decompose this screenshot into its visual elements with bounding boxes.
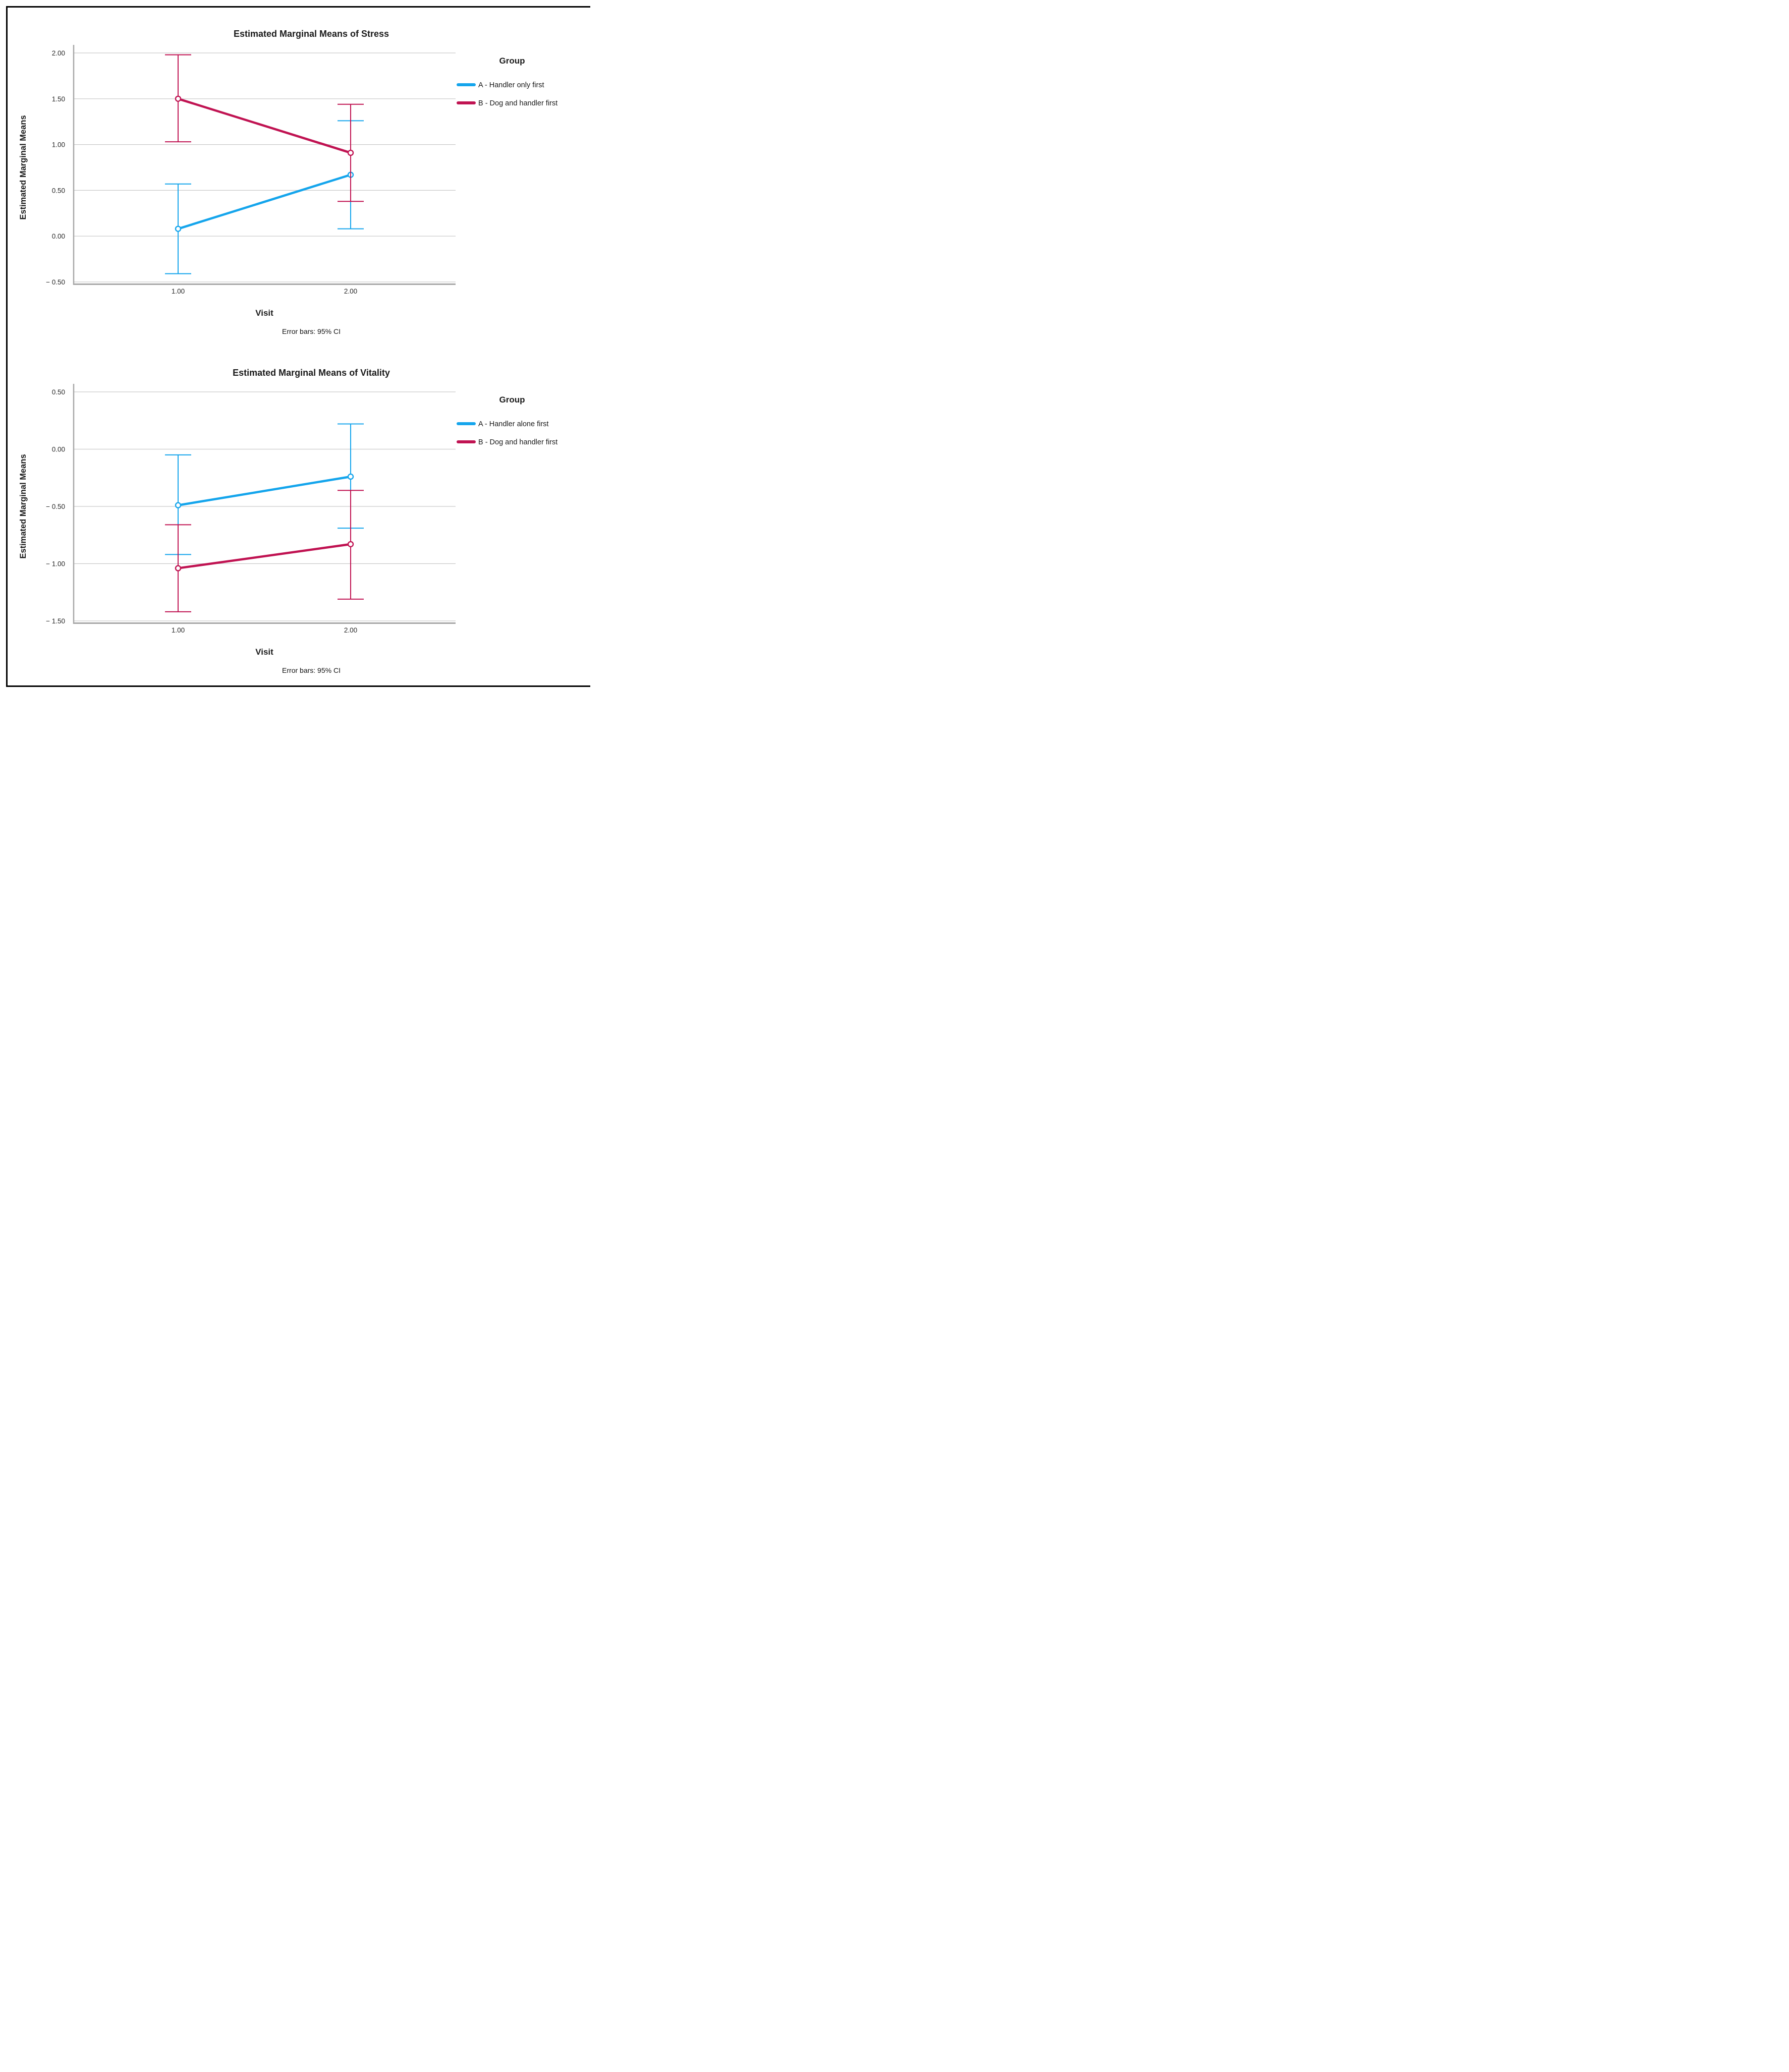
x-tick-label: 2.00 xyxy=(344,287,357,295)
series-line xyxy=(177,97,352,154)
x-tick-label: 2.00 xyxy=(344,626,357,634)
y-tick-label: − 1.00 xyxy=(46,560,65,568)
error-bars-caption: Error bars: 95% CI xyxy=(282,666,341,674)
legend-title: Group xyxy=(499,56,525,66)
y-tick-label: 1.00 xyxy=(52,141,65,149)
series-a xyxy=(165,120,364,274)
error-bars-caption: Error bars: 95% CI xyxy=(282,327,341,335)
series-b xyxy=(165,490,364,612)
series-b xyxy=(165,54,364,202)
y-axis-title: Estimated Marginal Means xyxy=(19,454,28,558)
x-tick-label: 1.00 xyxy=(172,287,185,295)
legend-item-label: B - Dog and handler first xyxy=(478,99,557,107)
data-point-marker xyxy=(175,225,182,232)
y-tick-label: 0.00 xyxy=(52,446,65,453)
legend-item-label: B - Dog and handler first xyxy=(478,438,557,446)
chart-title: Estimated Marginal Means of Vitality xyxy=(233,368,390,378)
y-tick-label: 0.00 xyxy=(52,233,65,240)
data-point-marker xyxy=(175,502,182,508)
data-point-marker xyxy=(347,149,354,156)
y-tick-label: − 1.50 xyxy=(46,617,65,625)
data-point-marker xyxy=(347,473,354,480)
series-line xyxy=(177,174,352,230)
stress-chart: 2.00 1.50 1.00 0.50 0.00 − 0.50 1.00 2.00 Estima… xyxy=(8,8,592,347)
legend-item-label: A - Handler alone first xyxy=(478,420,548,428)
series-line xyxy=(177,475,352,506)
y-tick-label: 2.00 xyxy=(52,49,65,57)
vitality-chart: 0.50 0.00 − 0.50 − 1.00 − 1.50 1.00 2.00 Estima… xyxy=(8,347,592,685)
y-axis-title: Estimated Marginal Means xyxy=(19,115,28,219)
legend-item-label: A - Handler only first xyxy=(478,81,544,89)
y-tick-label: 1.50 xyxy=(52,95,65,103)
y-tick-label: 0.50 xyxy=(52,388,65,396)
chart-title: Estimated Marginal Means of Stress xyxy=(234,29,389,39)
legend-title: Group xyxy=(499,395,525,405)
x-axis-title: Visit xyxy=(255,647,273,657)
data-point-marker xyxy=(175,565,182,571)
figure: 2.00 1.50 1.00 0.50 0.00 − 0.50 1.00 2.00 Estima… xyxy=(0,0,596,693)
y-tick-label: − 0.50 xyxy=(46,503,65,510)
series-a xyxy=(165,423,364,555)
y-tick-label: 0.50 xyxy=(52,187,65,194)
data-point-marker xyxy=(347,541,354,548)
y-tick-label: − 0.50 xyxy=(46,278,65,286)
series-line xyxy=(177,543,352,569)
x-tick-label: 1.00 xyxy=(172,626,185,634)
figure-border: 2.00 1.50 1.00 0.50 0.00 − 0.50 1.00 2.00 Estima… xyxy=(6,6,592,687)
x-axis-title: Visit xyxy=(255,308,273,318)
data-point-marker xyxy=(175,95,182,102)
